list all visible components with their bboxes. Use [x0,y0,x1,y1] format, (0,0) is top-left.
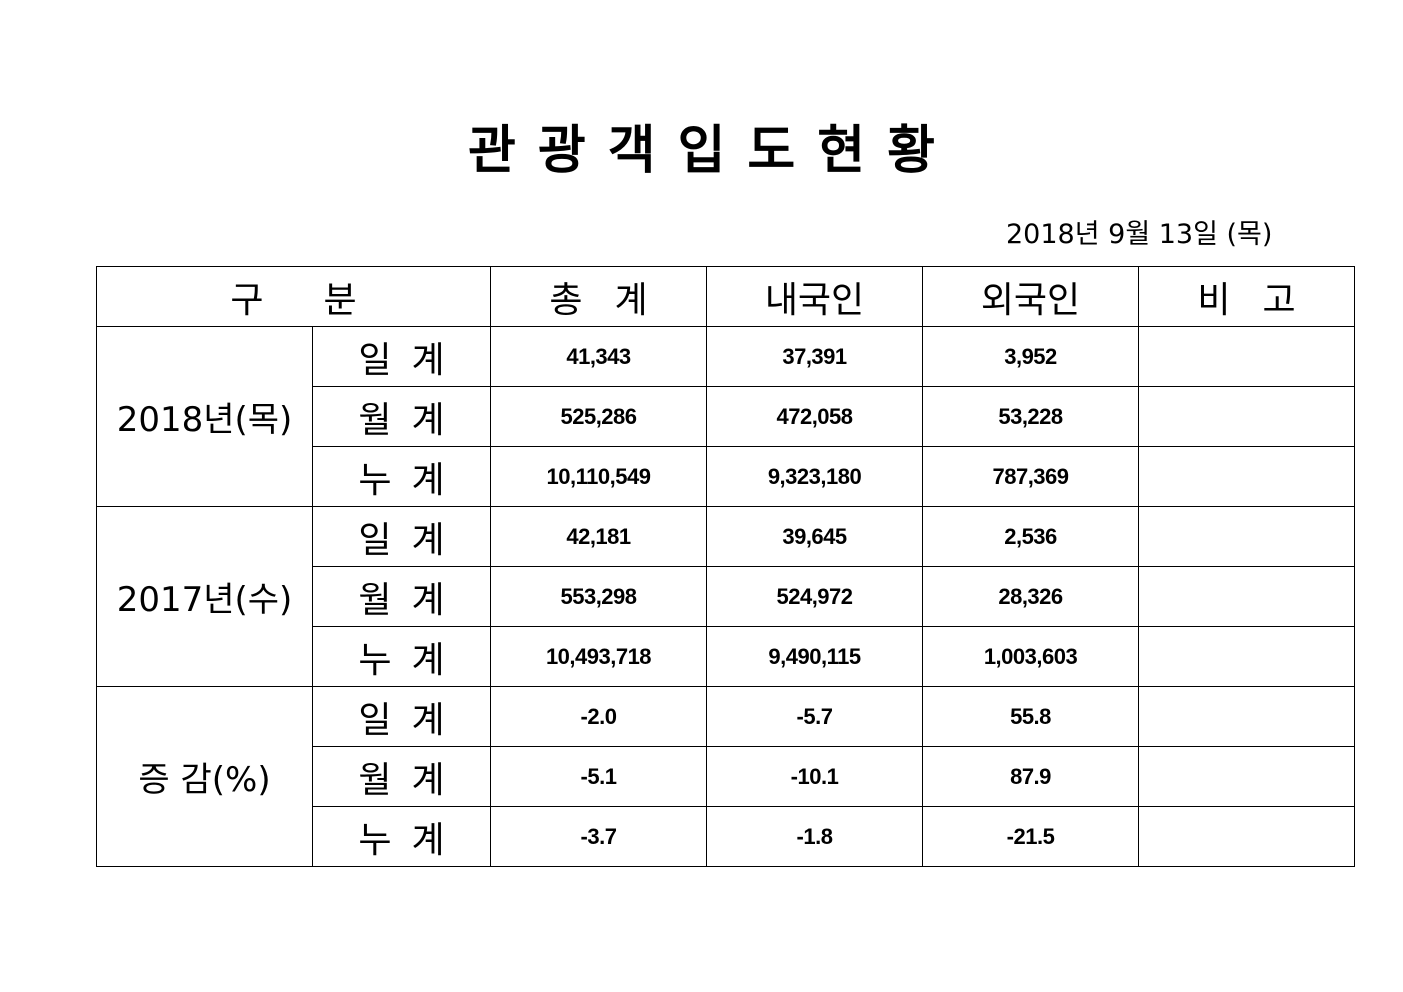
group-label-change: 증 감(%) [96,686,313,867]
row-label-text: 일 [358,339,392,381]
title-char: 광 [537,121,586,181]
header-text: 비 [1197,279,1231,321]
header-text: 분 [323,279,357,321]
title-char: 도 [747,121,796,181]
cell-remarks [1138,386,1355,447]
group-label-2018: 2018년(목) [96,326,313,507]
header-text: 구 [230,279,264,321]
cell-foreign: 53,228 [922,386,1139,447]
cell-total: -2.0 [490,686,707,747]
cell-total: 10,110,549 [490,446,707,507]
header-text: 계 [614,279,648,321]
cell-domestic: 9,490,115 [706,626,923,687]
cell-domestic: 37,391 [706,326,923,387]
row-label-text: 계 [411,579,445,621]
row-label-text: 누 [358,819,392,861]
row-label-text: 계 [411,639,445,681]
row-label-text: 계 [411,519,445,561]
row-label-text: 계 [411,759,445,801]
cell-foreign: 787,369 [922,446,1139,507]
row-label-text: 계 [411,339,445,381]
row-label-text: 일 [358,519,392,561]
cell-foreign: 2,536 [922,506,1139,567]
cell-total: 10,493,718 [490,626,707,687]
cell-domestic: 472,058 [706,386,923,447]
cell-total: 553,298 [490,566,707,627]
cell-foreign: 3,952 [922,326,1139,387]
title-char: 관 [468,121,516,181]
title-char: 황 [887,121,935,181]
cell-remarks [1138,506,1355,567]
cell-foreign: 1,003,603 [922,626,1139,687]
cell-total: 42,181 [490,506,707,567]
cell-foreign: 55.8 [922,686,1139,747]
cell-remarks [1138,566,1355,627]
header-text: 총 [549,279,583,321]
group-label-2017: 2017년(수) [96,506,313,687]
cell-domestic: 39,645 [706,506,923,567]
cell-remarks [1138,626,1355,687]
cell-domestic: -10.1 [706,746,923,807]
cell-remarks [1138,686,1355,747]
cell-domestic: -1.8 [706,806,923,867]
row-label-text: 계 [411,819,445,861]
row-label-text: 월 [358,399,392,441]
header-domestic: 내국인 [706,266,923,327]
cell-foreign: 28,326 [922,566,1139,627]
cell-total: 41,343 [490,326,707,387]
cell-domestic: -5.7 [706,686,923,747]
row-label-text: 일 [358,699,392,741]
row-label-text: 계 [411,699,445,741]
cell-remarks [1138,446,1355,507]
header-foreign: 외국인 [922,266,1139,327]
cell-remarks [1138,806,1355,867]
row-label-text: 누 [358,459,392,501]
row-label-text: 누 [358,639,392,681]
cell-total: -5.1 [490,746,707,807]
cell-foreign: -21.5 [922,806,1139,867]
row-label-text: 월 [358,759,392,801]
title-char: 현 [817,121,866,181]
row-label-text: 계 [411,399,445,441]
cell-domestic: 9,323,180 [706,446,923,507]
cell-remarks [1138,746,1355,807]
row-label-text: 월 [358,579,392,621]
cell-total: 525,286 [490,386,707,447]
cell-total: -3.7 [490,806,707,867]
title-char: 객 [607,121,656,181]
title-char: 입 [677,121,726,181]
row-label-text: 계 [411,459,445,501]
cell-domestic: 524,972 [706,566,923,627]
report-date: 2018년 9월 13일 (목) [1006,219,1273,250]
cell-remarks [1138,326,1355,387]
cell-foreign: 87.9 [922,746,1139,807]
header-text: 고 [1262,279,1296,321]
